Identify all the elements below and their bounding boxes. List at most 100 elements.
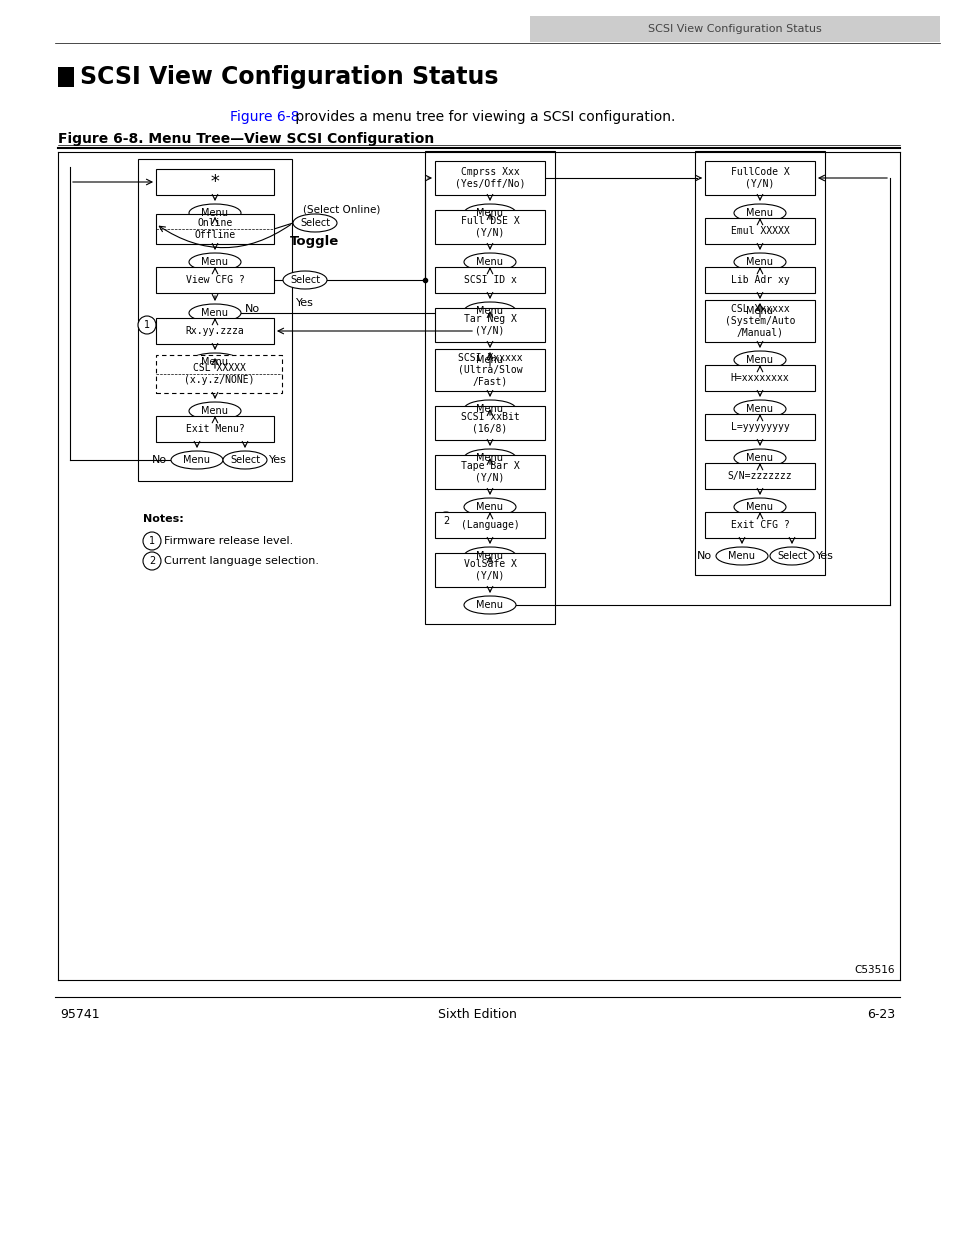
Ellipse shape <box>733 400 785 417</box>
Text: Menu: Menu <box>476 404 503 414</box>
Ellipse shape <box>733 303 785 320</box>
Ellipse shape <box>733 351 785 369</box>
Ellipse shape <box>716 547 767 564</box>
Text: Emul XXXXX: Emul XXXXX <box>730 226 788 236</box>
Text: Menu: Menu <box>745 501 773 513</box>
FancyBboxPatch shape <box>704 513 814 538</box>
Text: CSL Xxxxxx
(System/Auto
/Manual): CSL Xxxxxx (System/Auto /Manual) <box>724 304 795 337</box>
Ellipse shape <box>283 270 327 289</box>
Text: SCSI View Configuration Status: SCSI View Configuration Status <box>647 23 821 35</box>
Text: 1: 1 <box>149 536 155 546</box>
FancyBboxPatch shape <box>704 463 814 489</box>
Circle shape <box>143 532 161 550</box>
Ellipse shape <box>171 451 223 469</box>
Text: 6-23: 6-23 <box>866 1009 894 1021</box>
Text: Yes: Yes <box>295 298 314 308</box>
Text: Menu: Menu <box>201 406 229 416</box>
FancyBboxPatch shape <box>435 454 544 489</box>
Ellipse shape <box>463 400 516 417</box>
Text: Notes:: Notes: <box>143 514 184 524</box>
FancyBboxPatch shape <box>58 67 74 86</box>
Text: Menu: Menu <box>476 551 503 561</box>
Text: provides a menu tree for viewing a SCSI configuration.: provides a menu tree for viewing a SCSI … <box>291 110 675 124</box>
Text: SCSI View Configuration Status: SCSI View Configuration Status <box>80 65 498 89</box>
FancyBboxPatch shape <box>704 366 814 391</box>
Text: 95741: 95741 <box>60 1009 99 1021</box>
FancyBboxPatch shape <box>704 267 814 293</box>
FancyBboxPatch shape <box>704 414 814 440</box>
Text: Menu: Menu <box>476 453 503 463</box>
FancyBboxPatch shape <box>435 210 544 245</box>
Ellipse shape <box>463 597 516 614</box>
Ellipse shape <box>189 353 241 370</box>
Text: Menu: Menu <box>201 357 229 367</box>
Text: Exit Menu?: Exit Menu? <box>186 424 244 433</box>
FancyBboxPatch shape <box>156 169 274 195</box>
Text: 2: 2 <box>149 556 155 566</box>
FancyBboxPatch shape <box>435 513 544 538</box>
Text: CSL XXXXX
(x.y.z/NONE): CSL XXXXX (x.y.z/NONE) <box>184 363 254 385</box>
FancyBboxPatch shape <box>435 308 544 342</box>
Ellipse shape <box>463 253 516 270</box>
FancyBboxPatch shape <box>704 300 814 342</box>
FancyBboxPatch shape <box>156 214 274 245</box>
Text: Sixth Edition: Sixth Edition <box>437 1009 516 1021</box>
Text: Menu: Menu <box>201 257 229 267</box>
Ellipse shape <box>189 403 241 420</box>
Text: Lib Adr xy: Lib Adr xy <box>730 275 788 285</box>
Text: Menu: Menu <box>201 207 229 219</box>
Text: SCSI ID x: SCSI ID x <box>463 275 516 285</box>
Text: C53516: C53516 <box>854 965 894 974</box>
Text: Menu: Menu <box>201 308 229 317</box>
FancyBboxPatch shape <box>704 219 814 245</box>
Text: Cmprss Xxx
(Yes/Off/No): Cmprss Xxx (Yes/Off/No) <box>455 167 525 189</box>
FancyBboxPatch shape <box>156 354 282 393</box>
Text: Tar Neg X
(Y/N): Tar Neg X (Y/N) <box>463 314 516 336</box>
Ellipse shape <box>733 450 785 467</box>
Ellipse shape <box>733 204 785 222</box>
Text: 1: 1 <box>144 320 150 330</box>
Text: Select: Select <box>230 454 260 466</box>
Text: Select: Select <box>299 219 330 228</box>
Text: *: * <box>210 173 220 191</box>
Ellipse shape <box>733 498 785 516</box>
Text: Menu: Menu <box>745 207 773 219</box>
Text: Rx.yy.zzza: Rx.yy.zzza <box>186 326 244 336</box>
FancyBboxPatch shape <box>435 406 544 440</box>
Text: S/N=zzzzzzz: S/N=zzzzzzz <box>727 471 792 480</box>
Text: Menu: Menu <box>745 453 773 463</box>
FancyBboxPatch shape <box>435 350 544 391</box>
Text: Select: Select <box>290 275 319 285</box>
Text: No: No <box>152 454 167 466</box>
Text: Yes: Yes <box>269 454 287 466</box>
Text: Figure 6-8. Menu Tree—View SCSI Configuration: Figure 6-8. Menu Tree—View SCSI Configur… <box>58 132 434 146</box>
Text: Menu: Menu <box>476 501 503 513</box>
Text: Menu: Menu <box>728 551 755 561</box>
Text: SCSI Xxxxxx
(Ultra/Slow
/Fast): SCSI Xxxxxx (Ultra/Slow /Fast) <box>457 353 521 387</box>
Ellipse shape <box>463 547 516 564</box>
Ellipse shape <box>769 547 813 564</box>
FancyBboxPatch shape <box>156 317 274 345</box>
Ellipse shape <box>733 253 785 270</box>
Ellipse shape <box>189 253 241 270</box>
Ellipse shape <box>223 451 267 469</box>
Text: No: No <box>696 551 711 561</box>
Text: SCSI xxBit
(16/8): SCSI xxBit (16/8) <box>460 412 518 433</box>
FancyBboxPatch shape <box>435 553 544 587</box>
Circle shape <box>138 316 156 333</box>
Text: Menu: Menu <box>745 257 773 267</box>
Text: Menu: Menu <box>745 306 773 316</box>
Text: FullCode X
(Y/N): FullCode X (Y/N) <box>730 167 788 189</box>
Ellipse shape <box>189 304 241 322</box>
Text: Menu: Menu <box>476 207 503 219</box>
Ellipse shape <box>463 204 516 222</box>
Text: Online
Offline: Online Offline <box>194 219 235 240</box>
Ellipse shape <box>463 450 516 467</box>
Ellipse shape <box>293 214 336 232</box>
FancyBboxPatch shape <box>704 161 814 195</box>
Ellipse shape <box>463 498 516 516</box>
Circle shape <box>436 513 455 530</box>
Text: Menu: Menu <box>745 354 773 366</box>
FancyBboxPatch shape <box>435 267 544 293</box>
Text: Menu: Menu <box>476 354 503 366</box>
